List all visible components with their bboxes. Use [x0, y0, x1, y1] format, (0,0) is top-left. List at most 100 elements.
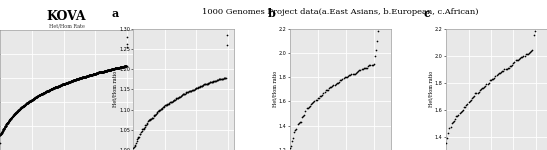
Point	[0, 128, 8, 130]
Point	[64, 81, 73, 84]
Point	[27, 99, 36, 101]
Point	[67, 80, 75, 83]
Point	[108, 68, 117, 70]
Point	[0, 127, 8, 130]
Point	[161, 104, 170, 106]
Point	[89, 73, 98, 75]
Point	[304, 107, 312, 109]
Point	[290, 131, 299, 133]
Point	[79, 76, 88, 78]
Point	[28, 99, 37, 101]
Point	[54, 85, 62, 88]
Point	[4, 119, 13, 122]
Point	[65, 81, 73, 83]
Point	[0, 127, 8, 130]
Point	[82, 75, 90, 78]
Point	[54, 85, 63, 87]
Point	[100, 70, 109, 72]
Point	[114, 67, 123, 69]
Point	[2, 123, 11, 125]
Point	[184, 90, 193, 93]
Point	[191, 87, 200, 89]
Point	[63, 81, 72, 84]
Point	[46, 88, 55, 91]
Point	[119, 66, 127, 68]
Point	[24, 101, 33, 104]
Point	[29, 98, 38, 100]
Point	[78, 76, 86, 79]
Point	[199, 84, 207, 86]
Point	[113, 67, 121, 69]
Point	[98, 70, 107, 73]
Point	[162, 103, 171, 106]
Point	[39, 92, 48, 94]
Point	[39, 92, 48, 94]
Point	[172, 96, 181, 99]
Point	[166, 101, 174, 104]
Point	[96, 71, 104, 73]
Point	[91, 73, 100, 75]
Point	[35, 94, 44, 96]
Point	[217, 78, 225, 80]
Point	[4, 120, 13, 122]
Point	[98, 70, 107, 73]
Point	[78, 76, 86, 79]
Point	[27, 99, 36, 101]
Point	[15, 109, 24, 111]
Point	[63, 81, 72, 84]
Point	[104, 69, 113, 71]
Point	[65, 81, 74, 83]
Point	[75, 77, 84, 80]
Point	[5, 118, 14, 121]
Point	[30, 97, 39, 99]
Point	[35, 94, 44, 96]
Point	[489, 78, 498, 80]
Point	[158, 106, 167, 109]
Point	[13, 111, 21, 113]
Point	[38, 92, 47, 95]
Point	[89, 73, 97, 76]
Point	[74, 78, 83, 80]
Point	[107, 68, 115, 70]
Point	[49, 87, 57, 90]
Point	[117, 66, 125, 68]
Point	[36, 94, 44, 96]
Point	[76, 77, 85, 79]
Point	[90, 73, 99, 75]
Point	[79, 76, 88, 78]
Point	[42, 90, 51, 93]
Point	[60, 83, 68, 85]
Point	[4, 120, 13, 122]
Point	[192, 87, 201, 89]
Point	[216, 78, 224, 80]
Point	[18, 106, 27, 108]
Point	[106, 68, 114, 71]
Point	[1, 126, 9, 128]
Point	[82, 75, 91, 77]
Point	[455, 112, 464, 115]
Point	[91, 72, 100, 75]
Point	[319, 91, 328, 94]
Point	[116, 66, 125, 69]
Point	[360, 67, 369, 69]
Point	[107, 68, 115, 70]
Point	[14, 110, 22, 112]
Point	[209, 80, 218, 83]
Point	[121, 65, 130, 68]
Point	[366, 64, 375, 66]
Point	[185, 90, 194, 93]
Point	[177, 94, 185, 97]
Point	[374, 30, 383, 32]
Point	[69, 79, 78, 82]
Point	[43, 90, 52, 92]
Point	[59, 83, 68, 85]
Point	[107, 68, 115, 71]
Point	[32, 96, 40, 98]
Point	[103, 69, 112, 72]
Point	[355, 69, 364, 72]
Point	[5, 119, 14, 122]
Point	[53, 86, 61, 88]
Point	[0, 128, 8, 130]
Point	[106, 68, 115, 71]
Point	[39, 92, 48, 94]
